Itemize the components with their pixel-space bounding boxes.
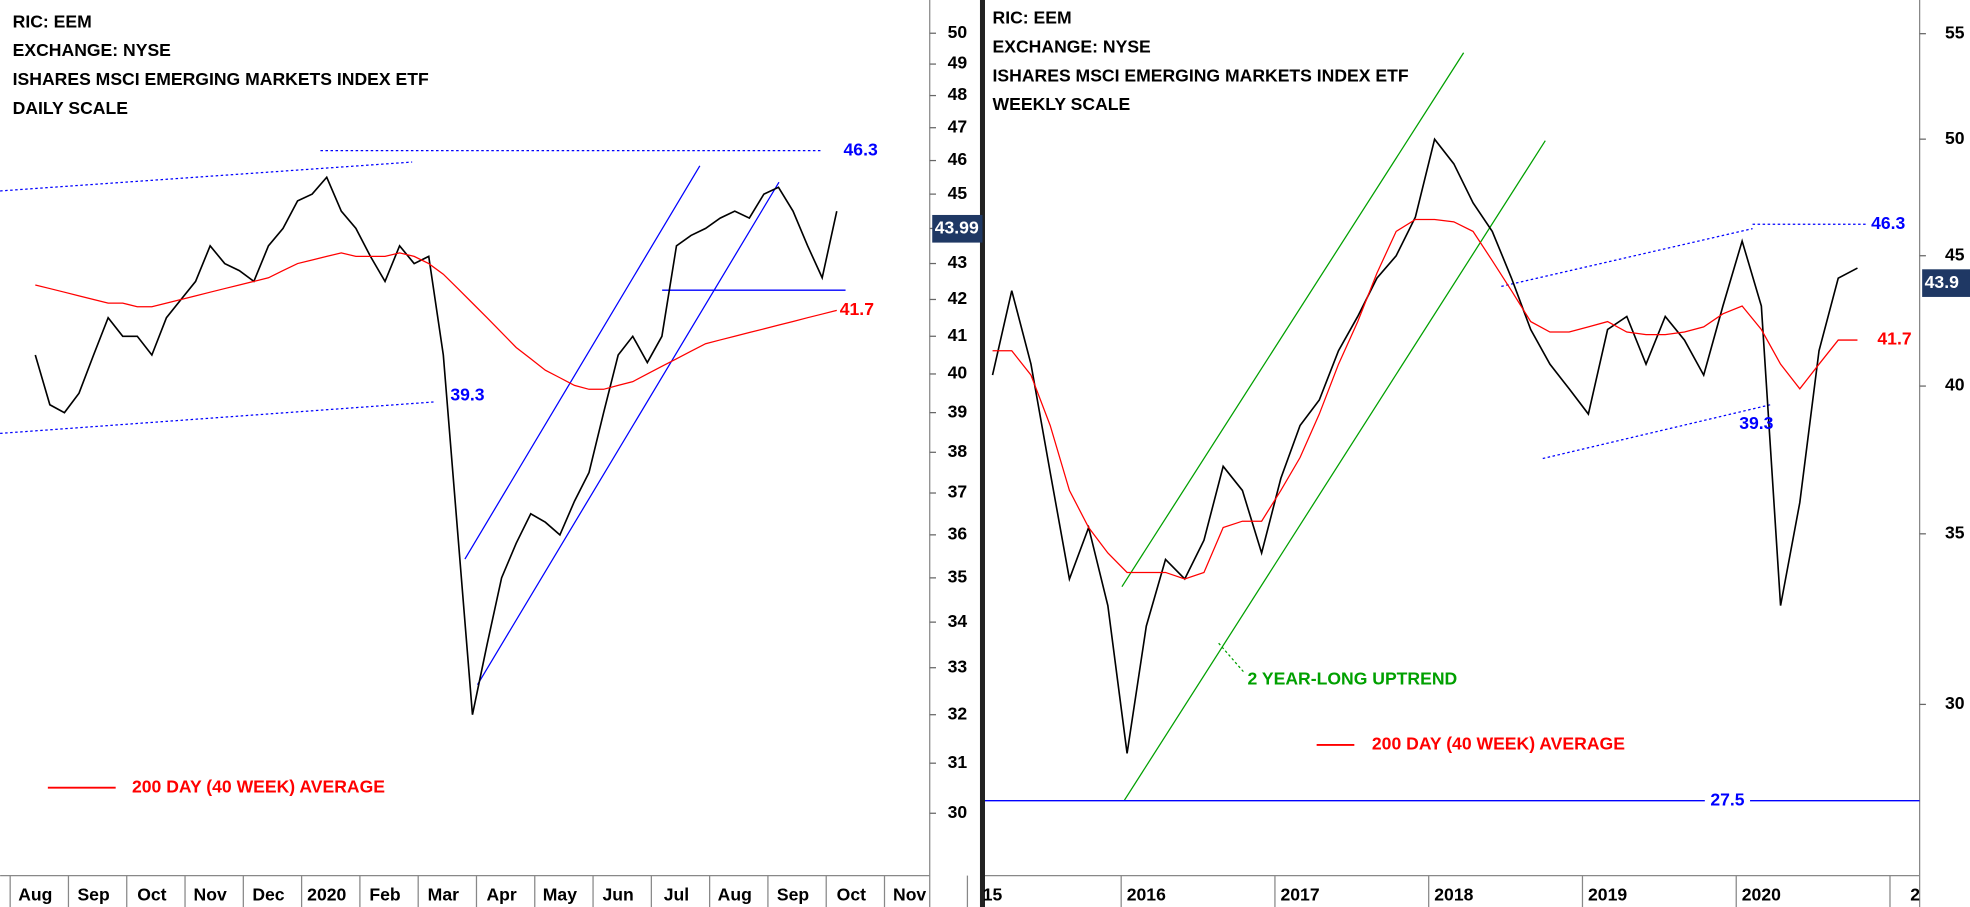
y-tick-label: 50: [1945, 128, 1965, 148]
x-tick-label: Mar: [428, 884, 459, 904]
y-tick-label: 35: [1945, 522, 1965, 542]
chart-title-line: WEEKLY SCALE: [993, 94, 1131, 114]
chart-title-line: ISHARES MSCI EMERGING MARKETS INDEX ETF: [13, 69, 429, 89]
level-label: 46.3: [844, 139, 878, 159]
y-tick-label: 45: [1945, 244, 1965, 264]
chart-title-line: DAILY SCALE: [13, 98, 129, 118]
y-tick-label: 49: [948, 53, 968, 73]
trend-line: [0, 161, 413, 192]
x-tick-label: 2018: [1434, 884, 1473, 904]
level-label-bg: [1704, 790, 1751, 811]
trend-line: [1218, 642, 1245, 673]
x-tick-label: Apr: [486, 884, 516, 904]
x-tick-label: 2017: [1281, 884, 1320, 904]
x-tick-label: Nov: [893, 884, 926, 904]
y-tick-label: 37: [948, 482, 968, 502]
last-price-box: [932, 214, 983, 243]
y-tick-label: 41: [948, 325, 968, 345]
y-tick-label: 38: [948, 441, 968, 461]
last-price-label: 43.99: [935, 217, 979, 237]
x-tick-label: Dec: [252, 884, 284, 904]
trend-line: [476, 181, 780, 685]
y-tick-label: 35: [948, 567, 968, 587]
level-label: 46.3: [1871, 213, 1905, 233]
x-tick-label: 2020: [1742, 884, 1781, 904]
y-tick-label: 50: [948, 22, 968, 42]
x-tick-label: 15: [983, 884, 1003, 904]
y-tick-label: 47: [948, 116, 968, 136]
y-tick-label: 43: [948, 252, 968, 272]
x-tick-label: Feb: [369, 884, 401, 904]
chart-title-line: EXCHANGE: NYSE: [993, 36, 1152, 56]
x-tick-label: 2019: [1588, 884, 1627, 904]
y-tick-label: 36: [948, 523, 968, 543]
x-tick-label: 2020: [307, 884, 346, 904]
level-label: 39.3: [450, 385, 484, 405]
y-tick-label: 40: [948, 363, 968, 383]
y-tick-label: 30: [1945, 693, 1965, 713]
y-tick-label: 55: [1945, 22, 1965, 42]
y-tick-label: 31: [948, 752, 968, 772]
trend-line: [1123, 140, 1546, 801]
level-label: 39.3: [1739, 413, 1773, 433]
panel-divider: [979, 0, 985, 907]
legend-label: 200 DAY (40 WEEK) AVERAGE: [132, 776, 385, 796]
trend-line: [0, 401, 434, 435]
legend-label: 200 DAY (40 WEEK) AVERAGE: [1372, 734, 1625, 754]
x-tick-label: Sep: [77, 884, 110, 904]
x-tick-label: Jun: [603, 884, 634, 904]
y-tick-label: 46: [948, 149, 968, 169]
y-tick-label: 34: [948, 611, 968, 631]
x-tick-label: 2: [1910, 884, 1920, 904]
last-price-label: 43.9: [1925, 272, 1959, 292]
level-label: 41.7: [1877, 329, 1911, 349]
x-tick-label: Oct: [137, 884, 166, 904]
y-tick-label: 32: [948, 703, 968, 723]
x-tick-label: Sep: [777, 884, 810, 904]
level-label: 27.5: [1710, 789, 1744, 809]
chart-title-line: RIC: EEM: [13, 11, 92, 31]
chart-title-line: ISHARES MSCI EMERGING MARKETS INDEX ETF: [993, 65, 1409, 85]
y-tick-label: 30: [948, 802, 968, 822]
price-line: [991, 137, 1858, 754]
chart-title-line: RIC: EEM: [993, 7, 1072, 27]
trend-line: [1121, 52, 1465, 587]
x-tick-label: Jul: [664, 884, 689, 904]
y-tick-label: 39: [948, 401, 968, 421]
y-tick-label: 42: [948, 288, 968, 308]
level-label: 41.7: [840, 299, 874, 319]
moving-average-line: [35, 252, 837, 390]
price-line: [34, 175, 838, 715]
y-tick-label: 40: [1945, 375, 1965, 395]
y-tick-label: 45: [948, 183, 968, 203]
x-tick-label: Oct: [837, 884, 866, 904]
x-tick-label: Aug: [718, 884, 752, 904]
trend-annotation: 2 YEAR-LONG UPTREND: [1248, 668, 1458, 688]
x-tick-label: 2016: [1127, 884, 1166, 904]
x-tick-label: Nov: [194, 884, 227, 904]
x-tick-label: Aug: [18, 884, 52, 904]
trend-line: [1542, 403, 1772, 460]
trend-line: [464, 165, 701, 560]
y-tick-label: 48: [948, 84, 968, 104]
y-tick-label: 33: [948, 656, 968, 676]
chart-title-line: EXCHANGE: NYSE: [13, 40, 172, 60]
x-tick-label: May: [543, 884, 577, 904]
moving-average-line: [992, 218, 1858, 580]
last-price-box: [1922, 269, 1970, 297]
